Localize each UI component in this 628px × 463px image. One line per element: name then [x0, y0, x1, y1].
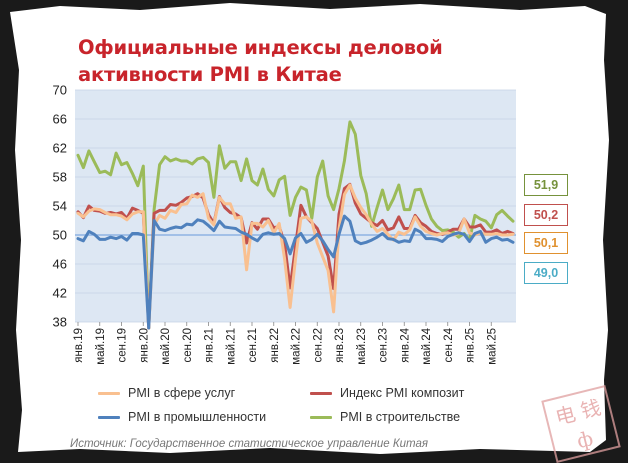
chart-title: Официальные индексы деловой активности P… [78, 34, 508, 88]
gridlines [75, 89, 516, 323]
legend-item-construction: PMI в строительстве [310, 410, 460, 424]
x-tick-label: май.25 [486, 328, 498, 365]
x-tick-label: сен.23 [378, 328, 390, 362]
x-tick-label: янв.21 [204, 328, 216, 363]
x-tick-label: янв.22 [269, 328, 281, 363]
y-tick-label: 66 [53, 112, 67, 127]
legend-swatch-construction [310, 415, 332, 419]
legend-swatch-composite [310, 391, 332, 395]
title-line-1: Официальные индексы деловой [78, 36, 443, 59]
x-tick-label: янв.19 [73, 328, 85, 363]
legend-item-manufacturing: PMI в промышленности [98, 410, 266, 424]
x-tick-label: янв.25 [465, 328, 477, 363]
y-tick-label: 54 [53, 199, 67, 214]
x-tick-label: май.22 [291, 328, 303, 365]
legend-item-composite: Индекс PMI композит [310, 386, 464, 400]
y-tick-label: 38 [53, 315, 67, 330]
legend-swatch-services [98, 391, 120, 395]
chart-legend: PMI в сфере услуг Индекс PMI композит PM… [86, 386, 506, 436]
y-axis: 38 42 46 50 54 58 62 66 70 [53, 83, 67, 330]
x-tick-label: май.23 [356, 328, 368, 365]
x-tick-label: май.20 [160, 328, 172, 365]
x-tick-label: сен.20 [182, 328, 194, 362]
title-line-2: активности PMI в Китае [78, 63, 342, 86]
x-tick-label: сен.24 [443, 327, 455, 362]
x-tick-label: сен.22 [312, 328, 324, 362]
x-tick-label: май.24 [421, 327, 433, 364]
x-tick-label: сен.19 [117, 328, 129, 362]
y-tick-label: 42 [53, 286, 67, 301]
badge-services: 50,1 [524, 232, 568, 254]
legend-swatch-manufacturing [98, 415, 120, 419]
x-tick-label: янв.24 [399, 327, 411, 362]
y-tick-label: 70 [53, 83, 67, 98]
series-line-PMI в промышленности [76, 214, 515, 330]
x-tick-label: май.21 [225, 328, 237, 365]
legend-item-services: PMI в сфере услуг [98, 386, 235, 400]
source-note: Источник: Государственное статистическое… [70, 438, 428, 450]
x-tick-label: янв.23 [334, 328, 346, 363]
badge-construction: 51,9 [524, 174, 568, 196]
y-tick-label: 62 [53, 141, 67, 156]
x-tick-label: янв.20 [138, 328, 150, 363]
y-tick-label: 46 [53, 257, 67, 272]
badge-composite: 50,2 [524, 204, 568, 226]
badge-manufacturing: 49,0 [524, 262, 568, 284]
x-axis: янв.19 май.19 сен.19 янв.20 май.20 сен.20 янв.… [73, 322, 498, 365]
y-tick-label: 50 [53, 228, 67, 243]
y-tick-label: 58 [53, 170, 67, 185]
series-lines [76, 120, 515, 330]
x-tick-label: сен.21 [247, 328, 259, 362]
x-tick-label: май.19 [95, 328, 107, 365]
